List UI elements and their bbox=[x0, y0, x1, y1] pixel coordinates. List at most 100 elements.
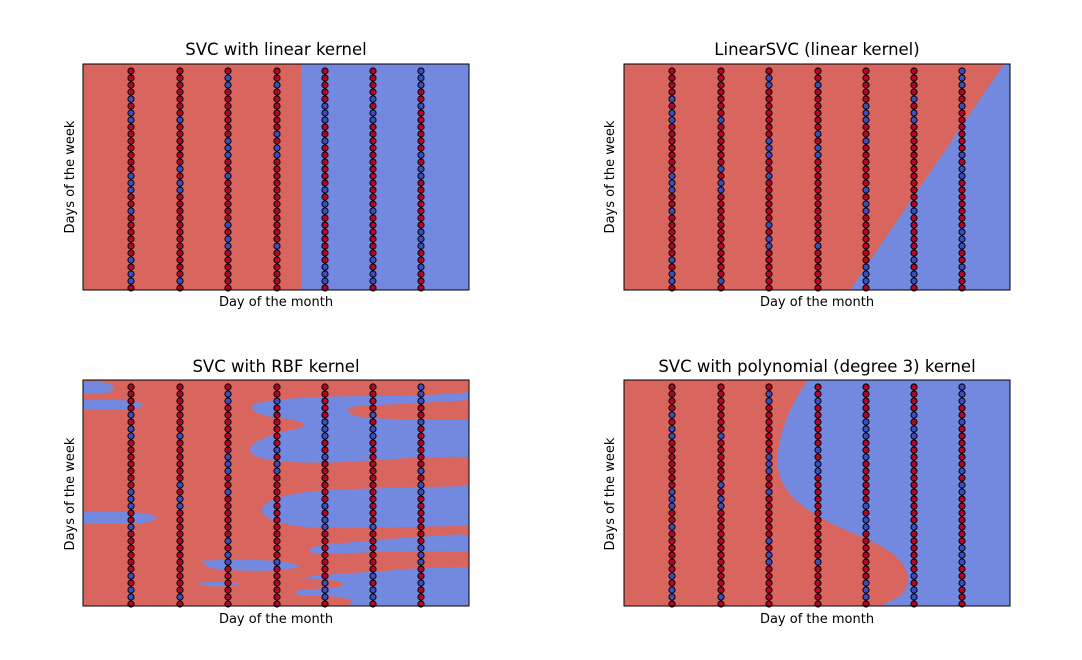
data-point-blue bbox=[814, 397, 822, 405]
data-point-red bbox=[717, 460, 725, 468]
data-point-red bbox=[717, 158, 725, 166]
data-point-red bbox=[417, 123, 425, 131]
data-point-blue bbox=[369, 425, 377, 433]
data-point-red bbox=[273, 586, 281, 594]
data-point-red bbox=[273, 551, 281, 559]
data-point-red bbox=[369, 481, 377, 489]
data-point-red bbox=[668, 235, 676, 243]
data-point-red bbox=[862, 488, 870, 496]
data-point-red bbox=[814, 200, 822, 208]
data-point-red bbox=[176, 102, 184, 110]
data-point-red bbox=[717, 95, 725, 103]
data-point-red bbox=[910, 67, 918, 75]
data-point-blue bbox=[814, 467, 822, 475]
data-point-red bbox=[765, 383, 773, 391]
data-point-blue bbox=[765, 460, 773, 468]
data-point-red bbox=[176, 130, 184, 138]
data-point-blue bbox=[910, 432, 918, 440]
data-point-red bbox=[273, 418, 281, 426]
panel-title: SVC with linear kernel bbox=[185, 40, 367, 59]
data-point-red bbox=[814, 109, 822, 117]
data-point-blue bbox=[176, 495, 184, 503]
data-point-red bbox=[224, 474, 232, 482]
data-point-red bbox=[224, 123, 232, 131]
data-point-red bbox=[668, 460, 676, 468]
data-point-blue bbox=[958, 397, 966, 405]
data-point-red bbox=[765, 593, 773, 601]
data-point-blue bbox=[224, 488, 232, 496]
data-point-blue bbox=[765, 551, 773, 559]
data-point-red bbox=[127, 228, 135, 236]
data-point-blue bbox=[765, 81, 773, 89]
data-point-red bbox=[862, 144, 870, 152]
data-point-red bbox=[127, 144, 135, 152]
data-point-red bbox=[958, 572, 966, 580]
data-point-red bbox=[814, 390, 822, 398]
data-point-blue bbox=[862, 270, 870, 278]
data-point-red bbox=[321, 446, 329, 454]
data-point-red bbox=[176, 270, 184, 278]
data-point-red bbox=[417, 537, 425, 545]
data-point-red bbox=[958, 214, 966, 222]
data-point-red bbox=[369, 200, 377, 208]
data-point-blue bbox=[321, 109, 329, 117]
data-point-blue bbox=[369, 116, 377, 124]
data-point-red bbox=[127, 558, 135, 566]
data-point-blue bbox=[224, 537, 232, 545]
data-point-red bbox=[814, 572, 822, 580]
data-point-red bbox=[910, 214, 918, 222]
data-point-red bbox=[910, 383, 918, 391]
data-point-blue bbox=[417, 488, 425, 496]
data-point-red bbox=[224, 530, 232, 538]
data-point-red bbox=[417, 565, 425, 573]
data-point-blue bbox=[958, 481, 966, 489]
data-point-red bbox=[765, 116, 773, 124]
data-point-red bbox=[224, 516, 232, 524]
data-point-red bbox=[717, 214, 725, 222]
data-point-red bbox=[127, 137, 135, 145]
data-point-red bbox=[958, 270, 966, 278]
data-point-red bbox=[224, 411, 232, 419]
data-point-blue bbox=[417, 67, 425, 75]
data-point-red bbox=[176, 530, 184, 538]
data-point-red bbox=[910, 418, 918, 426]
data-point-blue bbox=[417, 544, 425, 552]
data-point-blue bbox=[958, 551, 966, 559]
data-point-red bbox=[862, 123, 870, 131]
data-point-red bbox=[717, 397, 725, 405]
data-point-red bbox=[176, 488, 184, 496]
data-point-red bbox=[814, 214, 822, 222]
data-point-red bbox=[224, 432, 232, 440]
data-point-blue bbox=[417, 397, 425, 405]
data-point-red bbox=[668, 88, 676, 96]
data-point-red bbox=[224, 481, 232, 489]
data-point-red bbox=[910, 179, 918, 187]
data-point-red bbox=[176, 88, 184, 96]
data-point-red bbox=[176, 453, 184, 461]
data-point-red bbox=[765, 67, 773, 75]
data-point-red bbox=[958, 439, 966, 447]
data-point-blue bbox=[765, 558, 773, 566]
data-point-red bbox=[765, 109, 773, 117]
data-point-red bbox=[958, 509, 966, 517]
data-point-blue bbox=[176, 593, 184, 601]
data-point-red bbox=[910, 172, 918, 180]
data-point-blue bbox=[321, 579, 329, 587]
data-point-blue bbox=[369, 207, 377, 215]
data-point-blue bbox=[958, 579, 966, 587]
data-point-blue bbox=[176, 116, 184, 124]
data-point-red bbox=[910, 263, 918, 271]
data-point-blue bbox=[958, 467, 966, 475]
data-point-red bbox=[127, 439, 135, 447]
data-point-red bbox=[668, 565, 676, 573]
data-point-red bbox=[369, 151, 377, 159]
data-point-red bbox=[814, 277, 822, 285]
data-point-red bbox=[958, 158, 966, 166]
data-point-blue bbox=[862, 263, 870, 271]
data-point-red bbox=[910, 544, 918, 552]
data-point-red bbox=[862, 214, 870, 222]
data-point-red bbox=[765, 418, 773, 426]
data-point-red bbox=[765, 130, 773, 138]
data-point-red bbox=[910, 404, 918, 412]
data-point-blue bbox=[224, 151, 232, 159]
